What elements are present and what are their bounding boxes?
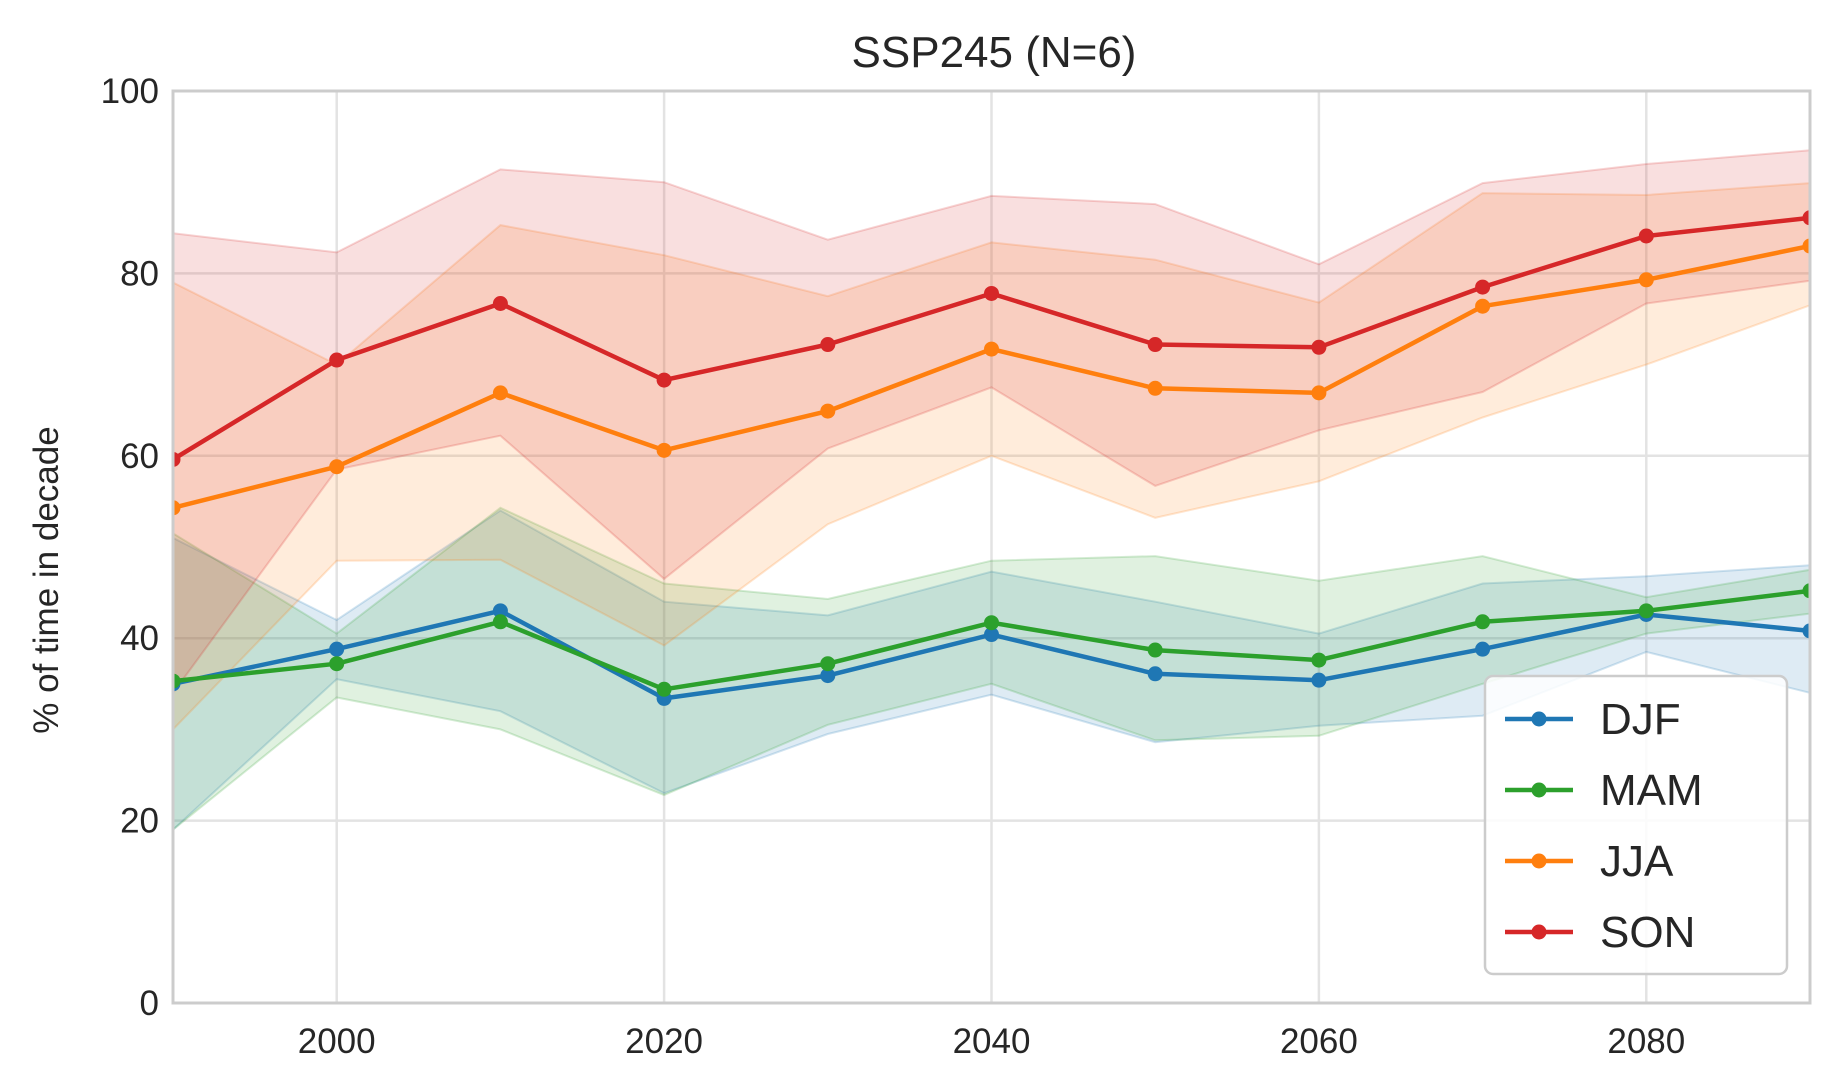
- plot-frame: [171, 89, 1812, 1005]
- data-point-djf: [492, 603, 508, 619]
- x-tick-label: 2040: [953, 1022, 1031, 1061]
- data-point-son: [656, 372, 672, 388]
- legend-marker: [1531, 782, 1547, 798]
- y-tick-labels: 0 20 40 60 80 100: [101, 72, 159, 1023]
- x-tick-label: 2080: [1607, 1022, 1685, 1061]
- chart-title: SSP245 (N=6): [852, 28, 1137, 77]
- data-point-son: [492, 295, 508, 311]
- data-point-mam: [1311, 652, 1327, 668]
- legend-marker: [1531, 924, 1547, 940]
- y-tick-label: 40: [120, 619, 159, 658]
- data-point-mam: [329, 656, 345, 672]
- data-point-son: [984, 285, 999, 301]
- series-layer: [173, 149, 1810, 832]
- data-point-jja: [173, 500, 181, 516]
- legend-label: DJF: [1600, 695, 1681, 744]
- legend-label: JJA: [1600, 837, 1674, 886]
- data-point-jja: [656, 442, 672, 458]
- legend-marker: [1531, 711, 1547, 727]
- y-tick-label: 60: [120, 437, 159, 476]
- data-point-jja: [984, 341, 999, 357]
- y-axis-label: % of time in decade: [27, 426, 66, 733]
- data-point-mam: [1147, 642, 1163, 658]
- band-son: [173, 149, 1810, 695]
- data-point-son: [1802, 210, 1810, 226]
- legend-item-jja: JJA: [1505, 837, 1674, 886]
- y-tick-label: 0: [140, 984, 159, 1023]
- x-tick-label: 2060: [1280, 1022, 1358, 1061]
- legend: DJF MAM JJA SON: [1483, 674, 1789, 976]
- legend-label: SON: [1600, 908, 1695, 957]
- data-point-son: [1475, 279, 1491, 295]
- legend-item-mam: MAM: [1505, 766, 1703, 815]
- data-point-mam: [1638, 603, 1654, 619]
- x-tick-labels: 2000 2020 2040 2060 2080: [298, 1022, 1685, 1061]
- data-point-jja: [1475, 298, 1491, 314]
- data-point-mam: [492, 614, 508, 630]
- x-tick-label: 2000: [298, 1022, 376, 1061]
- data-point-jja: [1311, 385, 1327, 401]
- legend-marker: [1531, 853, 1547, 869]
- data-point-djf: [820, 668, 836, 684]
- data-point-son: [1311, 339, 1327, 355]
- data-point-mam: [820, 656, 836, 672]
- band-jja: [173, 182, 1810, 731]
- legend-label: MAM: [1600, 766, 1703, 815]
- data-point-jja: [1147, 380, 1163, 396]
- data-point-djf: [1147, 666, 1163, 682]
- data-point-son: [1147, 337, 1163, 353]
- grid-lines: [173, 91, 1810, 1003]
- legend-item-son: SON: [1505, 908, 1695, 957]
- legend-frame: [1483, 674, 1789, 976]
- x-tick-label: 2020: [625, 1022, 703, 1061]
- data-point-jja: [492, 385, 508, 401]
- y-tick-label: 80: [120, 254, 159, 293]
- data-point-jja: [329, 459, 345, 475]
- band-djf: [173, 509, 1810, 832]
- data-point-djf: [1475, 641, 1491, 657]
- data-point-son: [329, 352, 345, 368]
- data-point-jja: [1638, 272, 1654, 288]
- data-point-jja: [1802, 238, 1810, 254]
- data-point-mam: [173, 673, 181, 689]
- data-point-mam: [656, 681, 672, 697]
- data-point-djf: [1802, 623, 1810, 639]
- data-point-jja: [820, 403, 836, 419]
- y-tick-label: 20: [120, 802, 159, 841]
- legend-item-djf: DJF: [1505, 695, 1681, 744]
- data-point-son: [1638, 228, 1654, 244]
- band-mam: [173, 506, 1810, 831]
- data-point-son: [820, 337, 836, 353]
- data-point-mam: [984, 615, 999, 631]
- y-tick-label: 100: [101, 72, 159, 111]
- data-point-djf: [1311, 672, 1327, 688]
- data-point-mam: [1475, 614, 1491, 630]
- data-point-djf: [329, 641, 345, 657]
- data-point-djf: [984, 627, 999, 643]
- data-point-mam: [1802, 583, 1810, 599]
- data-point-son: [173, 451, 181, 467]
